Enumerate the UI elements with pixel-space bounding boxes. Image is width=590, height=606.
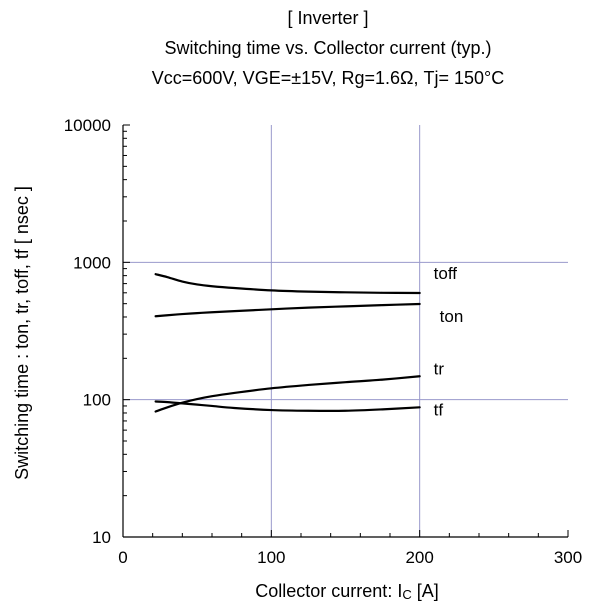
series-line-toff	[154, 273, 421, 295]
chart-conditions: Vcc=600V, VGE=±15V, Rg=1.6Ω, Tj= 150°C	[152, 68, 504, 88]
y-tick-label: 10000	[64, 116, 111, 135]
x-tick-label: 0	[118, 548, 127, 567]
y-axis-title: Switching time : ton, tr, toff, tf [ nse…	[12, 186, 32, 480]
y-tick-label: 10	[92, 528, 111, 547]
x-axis-title: Collector current: IC [A]	[255, 581, 438, 602]
chart-subtitle: Switching time vs. Collector current (ty…	[164, 38, 491, 58]
x-tick-label: 300	[554, 548, 582, 567]
y-tick-label: 100	[83, 391, 111, 410]
x-axis-title-unit: [A]	[412, 581, 439, 601]
x-axis-title-text: Collector current: I	[255, 581, 402, 601]
tick-label-layer: 10 100 1000 10000 0 100 200 300	[64, 116, 582, 567]
series-label-tf: tf	[434, 400, 444, 419]
series-label-tr: tr	[434, 359, 445, 378]
chart-title: [ Inverter ]	[287, 8, 368, 28]
x-axis-title-subscript: C	[402, 587, 411, 602]
x-tick-label: 200	[405, 548, 433, 567]
grid-layer	[123, 125, 568, 537]
series-label-toff: toff	[434, 264, 458, 283]
x-tick-label: 100	[257, 548, 285, 567]
series-line-ton	[154, 302, 421, 318]
series-line-tr	[154, 375, 421, 413]
axes-layer	[122, 124, 569, 538]
series-layer	[154, 273, 421, 413]
y-tick-label: 1000	[73, 253, 111, 272]
series-line-tf	[154, 400, 421, 413]
series-label-layer: toff ton tr tf	[434, 264, 464, 419]
series-label-ton: ton	[440, 307, 464, 326]
